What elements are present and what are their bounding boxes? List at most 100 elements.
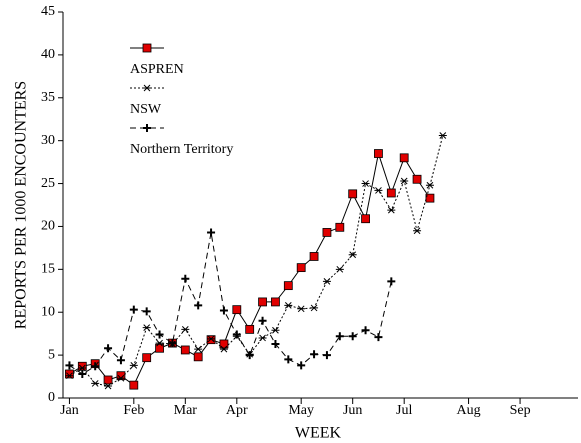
marker xyxy=(310,350,319,359)
marker xyxy=(374,187,383,194)
marker xyxy=(129,305,138,314)
marker xyxy=(232,305,242,315)
marker xyxy=(296,263,306,273)
marker xyxy=(283,281,293,291)
marker xyxy=(104,382,113,390)
marker xyxy=(78,369,87,378)
y-tick-label: 15 xyxy=(41,262,55,277)
marker xyxy=(258,297,267,307)
legend-label: NSW xyxy=(130,102,162,117)
marker xyxy=(335,332,344,341)
marker xyxy=(116,356,125,365)
y-tick-label: 10 xyxy=(41,304,55,319)
marker xyxy=(155,330,164,339)
x-tick-label: Jan xyxy=(60,403,79,418)
y-tick-label: 0 xyxy=(48,390,55,405)
marker xyxy=(322,351,331,360)
marker xyxy=(77,361,87,371)
x-tick-label: Jul xyxy=(396,403,412,418)
x-tick-label: May xyxy=(288,403,314,418)
legend-label: ASPREN xyxy=(130,62,184,77)
marker xyxy=(142,353,152,363)
marker xyxy=(129,380,139,390)
y-tick-label: 40 xyxy=(41,47,55,62)
marker xyxy=(219,339,229,349)
y-tick-label: 45 xyxy=(41,4,55,19)
marker xyxy=(142,307,151,316)
marker xyxy=(348,332,357,341)
marker xyxy=(348,251,357,259)
marker xyxy=(142,324,151,332)
marker xyxy=(297,305,306,313)
marker xyxy=(374,149,383,158)
x-tick-label: Mar xyxy=(174,403,198,418)
y-tick-label: 30 xyxy=(41,133,55,148)
x-tick-label: Apr xyxy=(226,403,248,418)
marker xyxy=(78,364,87,372)
marker xyxy=(232,330,241,339)
marker xyxy=(116,371,126,381)
legend-marker xyxy=(142,43,152,53)
x-tick-label: Feb xyxy=(123,403,144,418)
marker xyxy=(207,228,216,237)
marker xyxy=(116,374,125,382)
marker xyxy=(65,372,74,380)
marker xyxy=(219,306,228,315)
marker xyxy=(91,362,100,371)
marker xyxy=(413,227,422,235)
y-tick-label: 25 xyxy=(41,176,55,191)
marker xyxy=(361,326,370,335)
marker xyxy=(180,345,190,355)
marker xyxy=(400,177,409,185)
marker xyxy=(271,326,280,334)
marker xyxy=(335,265,344,273)
marker xyxy=(193,352,203,362)
marker xyxy=(322,228,332,237)
legend-label: Northern Territory xyxy=(130,142,233,157)
marker xyxy=(310,304,319,312)
marker xyxy=(206,335,216,345)
marker xyxy=(438,132,447,139)
marker xyxy=(412,174,422,184)
marker xyxy=(194,301,203,310)
marker xyxy=(374,333,383,342)
marker xyxy=(91,380,100,387)
marker xyxy=(399,153,409,163)
y-tick-label: 5 xyxy=(48,347,55,362)
x-tick-label: Sep xyxy=(510,403,531,418)
marker xyxy=(155,339,164,347)
marker xyxy=(104,344,113,353)
series-line xyxy=(69,232,392,375)
marker xyxy=(271,297,280,307)
marker xyxy=(65,369,74,379)
legend-marker xyxy=(143,124,151,132)
series-line xyxy=(69,135,444,387)
marker xyxy=(181,274,190,283)
marker xyxy=(297,361,306,370)
marker xyxy=(348,189,358,199)
marker xyxy=(207,335,216,343)
marker xyxy=(425,181,434,189)
marker xyxy=(361,180,370,187)
legend-marker xyxy=(143,84,151,92)
x-tick-label: Aug xyxy=(457,403,481,418)
marker xyxy=(425,193,435,203)
marker xyxy=(271,339,280,348)
marker xyxy=(258,334,267,342)
marker xyxy=(361,214,370,224)
marker xyxy=(155,343,164,353)
marker xyxy=(65,361,74,370)
marker xyxy=(103,375,113,385)
marker xyxy=(258,316,267,325)
marker xyxy=(322,277,331,285)
marker xyxy=(387,206,396,214)
marker xyxy=(194,345,203,353)
marker xyxy=(284,355,293,364)
marker xyxy=(181,326,190,333)
marker xyxy=(168,339,177,348)
marker xyxy=(284,302,293,309)
marker xyxy=(245,324,255,334)
marker xyxy=(335,222,345,232)
marker xyxy=(309,252,319,261)
